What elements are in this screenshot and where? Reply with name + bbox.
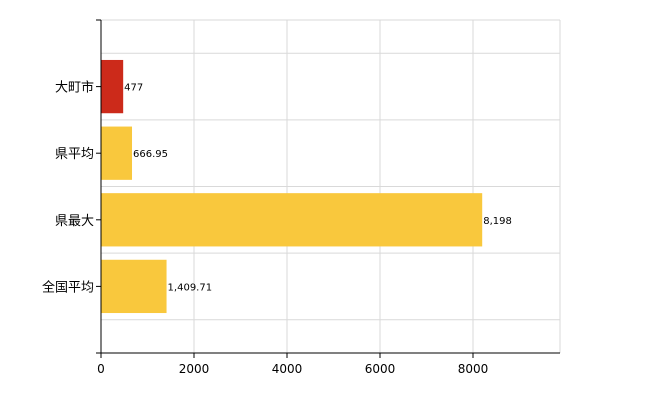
x-tick-label: 0 [97,362,105,376]
bars [101,59,483,314]
data-label: 8,198 [483,216,512,227]
data-label: 1,409.71 [168,282,213,293]
category-label: 県平均 [55,147,94,162]
bar [101,126,133,180]
data-label: 477 [124,83,143,94]
grid-lines [101,19,561,353]
category-label: 全国平均 [42,279,94,295]
data-label: 666.95 [133,149,168,160]
labels: 477 大町市 666.95 県平均 8,198 県最大 1,409.71 全国平均 0 2000… [42,80,512,376]
bar [101,193,483,247]
axes [96,19,560,358]
bar [101,259,167,314]
x-tick-label: 2000 [179,362,210,376]
x-tick-label: 8000 [458,362,489,376]
category-label: 県最大 [55,214,94,229]
bar [101,59,124,114]
category-label: 大町市 [55,80,94,96]
x-tick-label: 6000 [365,362,396,376]
x-tick-label: 4000 [272,362,303,376]
